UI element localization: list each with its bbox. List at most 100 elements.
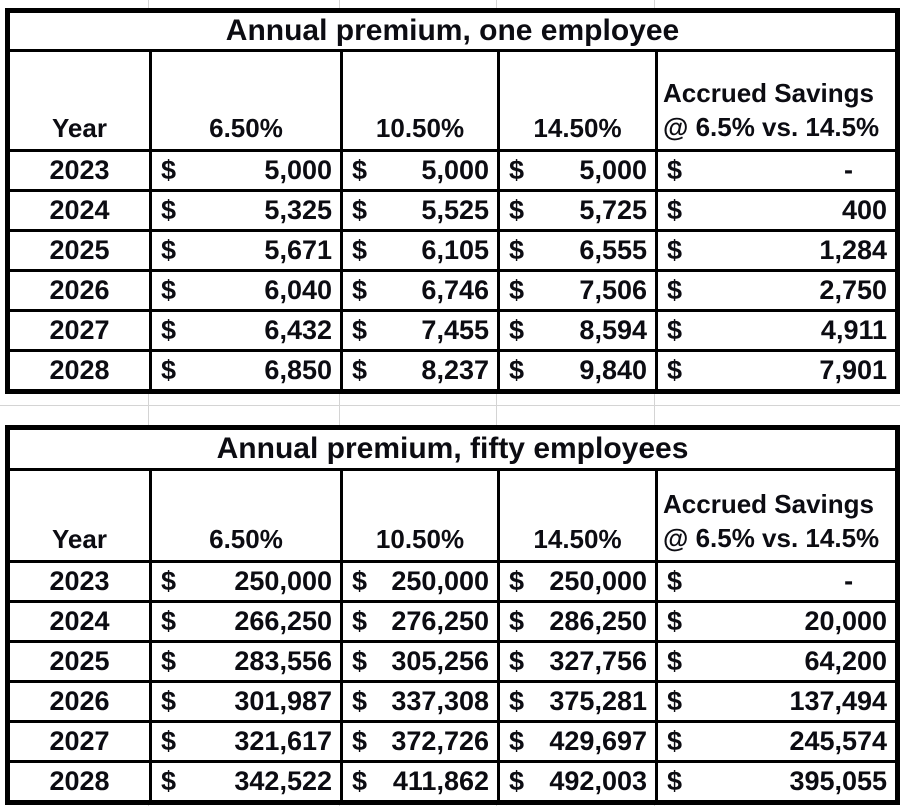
table-row: 2028 $342,522 $411,862 $492,003 $395,055: [6, 760, 900, 804]
currency-symbol: $: [161, 355, 177, 385]
table-header-row: Year 6.50% 10.50% 14.50% Accrued Savings…: [6, 49, 899, 152]
currency-symbol: $: [352, 275, 368, 305]
gridline: [148, 384, 149, 425]
currency-symbol: $: [667, 566, 683, 596]
year-cell: 2027: [6, 309, 152, 352]
money-cell-inner: $6,555: [502, 235, 654, 266]
money-cell: $8,237: [340, 349, 500, 393]
accrued-savings-header-line2: @ 6.5% vs. 14.5%: [663, 522, 880, 553]
money-cell: $7,455: [340, 309, 500, 352]
money-value: 266,250: [234, 606, 332, 636]
table-row: 2024 $5,325 $5,525 $5,725 $400: [6, 189, 899, 232]
money-value: 4,911: [820, 315, 887, 345]
money-cell: $4,911: [655, 309, 899, 352]
money-cell-inner: $321,617: [154, 726, 339, 757]
currency-symbol: $: [161, 686, 177, 716]
money-value: 250,000: [391, 566, 489, 596]
money-cell: $305,256: [340, 640, 500, 683]
money-value: 400: [841, 195, 887, 225]
money-cell-inner: $266,250: [154, 606, 339, 637]
year-cell: 2024: [6, 600, 152, 643]
currency-symbol: $: [667, 686, 683, 716]
money-cell: $6,746: [340, 269, 500, 312]
year-cell: 2025: [6, 640, 152, 683]
table-row: 2026 $6,040 $6,746 $7,506 $2,750: [6, 269, 899, 312]
money-cell: $6,105: [340, 229, 500, 272]
currency-symbol: $: [509, 155, 525, 185]
gridline: [496, 0, 497, 8]
money-cell-inner: $6,432: [154, 315, 339, 346]
currency-symbol: $: [509, 686, 525, 716]
currency-symbol: $: [509, 355, 525, 385]
currency-symbol: $: [509, 606, 525, 636]
money-value: 7,455: [421, 315, 489, 345]
table-title-row: Annual premium, fifty employees: [5, 426, 900, 471]
currency-symbol: $: [352, 235, 368, 265]
money-cell: $429,697: [497, 720, 658, 763]
money-cell-inner: $6,040: [154, 275, 339, 306]
money-cell-inner: $2,750: [660, 275, 895, 306]
currency-symbol: $: [161, 766, 177, 796]
money-cell: $6,555: [497, 229, 658, 272]
table-row: 2027 $321,617 $372,726 $429,697 $245,574: [6, 720, 900, 763]
table-body: 2023 $250,000 $250,000 $250,000 $ -2024 $266,2…: [6, 560, 900, 804]
money-cell: $1,284: [655, 229, 899, 272]
currency-symbol: $: [667, 195, 683, 225]
money-cell-inner: $8,237: [345, 355, 496, 386]
rate-column-header: 14.50%: [497, 468, 658, 563]
currency-symbol: $: [667, 726, 683, 756]
currency-symbol: $: [352, 566, 368, 596]
money-cell: $5,671: [149, 229, 343, 272]
money-cell-inner: $250,000: [154, 566, 339, 597]
money-cell: $301,987: [149, 680, 343, 723]
accrued-savings-header-line1: Accrued Savings: [663, 78, 874, 109]
money-value: 375,281: [549, 686, 647, 716]
gridline: [654, 0, 655, 8]
money-value: 5,525: [421, 195, 489, 225]
gridline: [654, 384, 655, 425]
money-cell-inner: $6,105: [345, 235, 496, 266]
currency-symbol: $: [667, 646, 683, 676]
money-cell: $250,000: [497, 560, 658, 603]
money-value: -: [844, 566, 854, 596]
money-value: 6,850: [264, 355, 332, 385]
accrued-savings-header-line2: @ 6.5% vs. 14.5%: [663, 111, 880, 142]
money-value: 6,432: [264, 315, 332, 345]
money-cell-inner: $372,726: [345, 726, 496, 757]
currency-symbol: $: [352, 766, 368, 796]
money-cell-inner: $250,000: [502, 566, 654, 597]
money-cell: $6,432: [149, 309, 343, 352]
year-cell: 2023: [6, 560, 152, 603]
currency-symbol: $: [352, 355, 368, 385]
currency-symbol: $: [667, 155, 683, 185]
money-cell: $375,281: [497, 680, 658, 723]
money-value: 6,746: [421, 275, 489, 305]
rate-column-header: 6.50%: [149, 468, 343, 563]
money-cell-inner: $6,746: [345, 275, 496, 306]
money-value: 5,000: [264, 155, 332, 185]
money-cell: $5,000: [149, 149, 343, 192]
money-value: 5,325: [264, 195, 332, 225]
money-cell-inner: $6,850: [154, 355, 339, 386]
money-value: 250,000: [234, 566, 332, 596]
currency-symbol: $: [509, 315, 525, 345]
money-cell: $ -: [654, 560, 900, 603]
money-value: 283,556: [234, 646, 332, 676]
money-cell-inner: $4,911: [660, 315, 895, 346]
money-cell-inner: $8,594: [502, 315, 654, 346]
money-cell-inner: $7,901: [660, 355, 895, 386]
money-cell-inner: $375,281: [502, 686, 654, 717]
table-row: 2024 $266,250 $276,250 $286,250 $20,000: [6, 600, 900, 643]
money-cell-inner: $5,000: [345, 155, 496, 186]
money-value: 327,756: [549, 646, 647, 676]
money-cell: $250,000: [149, 560, 343, 603]
money-cell-inner: $327,756: [502, 646, 654, 677]
money-cell: $372,726: [340, 720, 500, 763]
money-cell-inner: $283,556: [154, 646, 339, 677]
money-cell-inner: $20,000: [660, 606, 895, 637]
currency-symbol: $: [352, 606, 368, 636]
currency-symbol: $: [667, 766, 683, 796]
year-cell: 2028: [6, 349, 152, 393]
money-cell-inner: $5,000: [154, 155, 339, 186]
money-cell-inner: $400: [660, 195, 895, 226]
